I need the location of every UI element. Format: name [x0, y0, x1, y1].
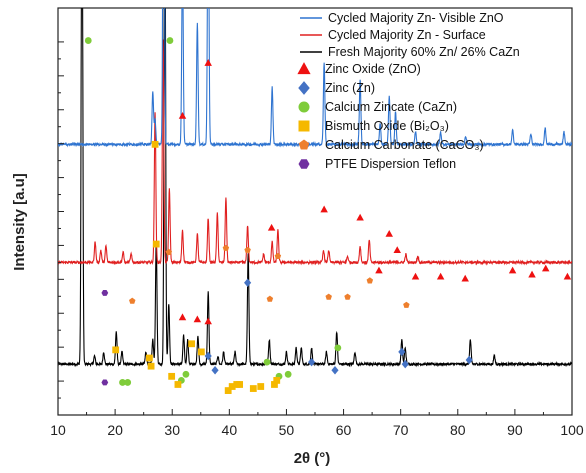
x-tick-label: 10 [50, 422, 66, 438]
pentagon-marker [344, 293, 351, 300]
triangle-marker [528, 270, 536, 278]
diamond-marker [465, 355, 473, 365]
x-axis-title: 2θ (°) [294, 450, 331, 467]
pentagon-marker [274, 252, 282, 260]
legend: Cycled Majority Zn- Visible ZnO Cycled Ma… [297, 11, 520, 171]
triangle-marker [356, 213, 364, 221]
x-tick-label: 60 [336, 422, 352, 438]
square-marker [147, 362, 155, 370]
triangle-marker [193, 315, 202, 323]
pentagon-marker [325, 293, 332, 300]
pentagon-marker [129, 297, 136, 304]
triangle-marker [411, 272, 420, 280]
diamond-marker [244, 278, 252, 287]
pentagon-marker [366, 277, 374, 284]
triangle-marker [178, 111, 187, 119]
hexagon-marker [101, 379, 109, 386]
diamond-marker [398, 347, 406, 357]
pentagon-marker [403, 301, 410, 308]
square-marker [168, 372, 176, 380]
x-tick-label: 80 [450, 422, 466, 438]
square-marker [271, 381, 278, 388]
legend-label-series-3: Fresh Majority 60% Zn/ 26% CaZn [328, 45, 520, 59]
legend-square-icon [298, 120, 310, 132]
triangle-marker [563, 272, 572, 280]
legend-hexagon-icon [298, 159, 310, 169]
circle-marker [263, 358, 271, 366]
circle-marker [84, 37, 92, 44]
x-tick-label: 40 [222, 422, 238, 438]
square-marker [224, 387, 232, 394]
circle-marker [284, 370, 292, 378]
pentagon-marker [244, 246, 251, 253]
pentagon-marker [165, 248, 173, 255]
square-marker [257, 383, 265, 390]
triangle-marker [178, 313, 187, 321]
square-marker [152, 240, 160, 248]
triangle-marker [508, 266, 517, 274]
square-marker [197, 348, 205, 356]
marker-layer [84, 37, 572, 394]
triangle-marker [436, 272, 445, 280]
triangle-marker [541, 264, 550, 272]
legend-diamond-icon [298, 81, 310, 95]
series-line-1 [58, 8, 572, 148]
diamond-marker [401, 359, 409, 369]
legend-pentagon-icon [298, 139, 310, 150]
triangle-marker [393, 246, 401, 254]
legend-label-series-1: Cycled Majority Zn- Visible ZnO [328, 11, 504, 25]
x-tick-label: 70 [393, 422, 409, 438]
series-line-3 [58, 8, 572, 368]
legend-label-marker-3: Calcium Zincate (CaZn) [325, 100, 457, 114]
square-marker [233, 381, 241, 388]
diamond-marker [204, 351, 212, 361]
x-tick-label: 50 [279, 422, 295, 438]
square-marker [174, 381, 182, 388]
square-marker [145, 354, 153, 362]
triangle-marker [320, 205, 328, 213]
circle-marker [182, 370, 190, 378]
legend-label-series-2: Cycled Majority Zn - Surface [328, 28, 486, 42]
series-line-2 [58, 39, 572, 266]
x-tick-label: 30 [164, 422, 180, 438]
triangle-marker [375, 266, 383, 274]
square-marker [273, 377, 281, 384]
hexagon-marker [101, 289, 109, 296]
pentagon-marker [266, 295, 274, 302]
diamond-marker [331, 365, 339, 375]
x-tick-label: 100 [560, 422, 584, 438]
tick-layer: 10 20 30 40 50 60 70 80 90 100 [50, 41, 584, 438]
triangle-marker [204, 59, 212, 66]
legend-label-marker-6: PTFE Dispersion Teflon [325, 157, 456, 171]
x-tick-label: 20 [107, 422, 123, 438]
series-layer [58, 8, 572, 368]
circle-marker [334, 344, 342, 352]
square-marker [112, 346, 120, 354]
square-marker [151, 140, 159, 148]
legend-circle-icon [298, 101, 310, 113]
legend-label-marker-2: Zinc (Zn) [325, 81, 375, 95]
triangle-marker [267, 223, 276, 231]
triangle-marker [461, 274, 469, 282]
y-axis-title: Intensity [a.u] [11, 173, 28, 271]
circle-marker [119, 379, 126, 386]
legend-label-marker-1: Zinc Oxide (ZnO) [325, 62, 421, 76]
triangle-marker [385, 229, 393, 237]
diamond-marker [211, 365, 219, 375]
square-marker [188, 340, 196, 348]
legend-label-marker-5: Calcium Carbonate (CaCO₃) [325, 138, 484, 152]
square-marker [249, 385, 257, 392]
circle-marker [166, 37, 174, 44]
circle-marker [124, 379, 132, 386]
legend-triangle-icon [297, 62, 311, 75]
pentagon-marker [222, 244, 230, 251]
diamond-marker [308, 357, 316, 367]
triangle-marker [204, 317, 212, 325]
legend-label-marker-4: Bismuth Oxide (Bi₂O₃) [325, 119, 449, 133]
x-tick-label: 90 [507, 422, 523, 438]
square-marker [228, 383, 236, 390]
